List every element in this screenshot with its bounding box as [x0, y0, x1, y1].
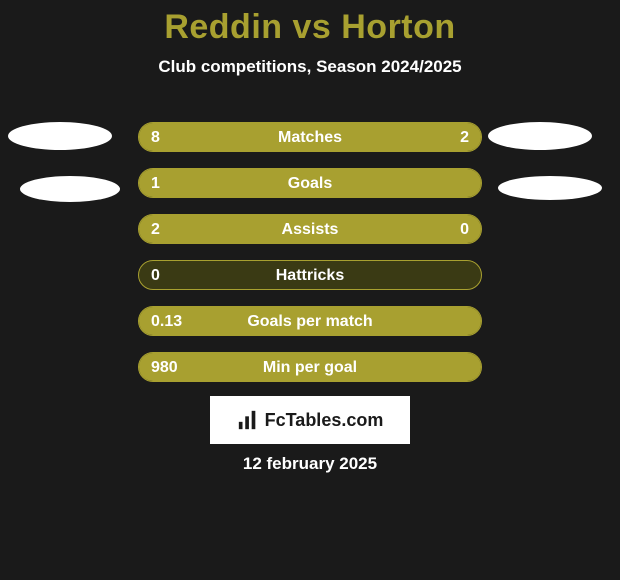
stat-bar: 0Hattricks	[138, 260, 482, 290]
stat-bar: 980Min per goal	[138, 352, 482, 382]
site-logo[interactable]: FcTables.com	[210, 396, 410, 444]
stat-bar: 82Matches	[138, 122, 482, 152]
comparison-card: Reddin vs Horton Club competitions, Seas…	[0, 0, 620, 580]
stat-bar: 0.13Goals per match	[138, 306, 482, 336]
bar-label: Goals	[139, 169, 481, 198]
barchart-icon	[237, 409, 259, 431]
bar-label: Min per goal	[139, 353, 481, 382]
decor-oval	[8, 122, 112, 150]
bar-label: Matches	[139, 123, 481, 152]
page-title: Reddin vs Horton	[0, 0, 620, 47]
bar-label: Assists	[139, 215, 481, 244]
stat-bar: 20Assists	[138, 214, 482, 244]
logo-text: FcTables.com	[265, 410, 384, 431]
stat-bar: 1Goals	[138, 168, 482, 198]
subtitle: Club competitions, Season 2024/2025	[0, 57, 620, 77]
decor-oval	[20, 176, 120, 202]
decor-oval	[488, 122, 592, 150]
decor-oval	[498, 176, 602, 200]
footer-date: 12 february 2025	[0, 454, 620, 474]
bar-label: Hattricks	[139, 261, 481, 290]
bar-label: Goals per match	[139, 307, 481, 336]
stats-bars: 82Matches 1Goals 20Assists 0Hattricks 0.13Go…	[138, 122, 482, 398]
